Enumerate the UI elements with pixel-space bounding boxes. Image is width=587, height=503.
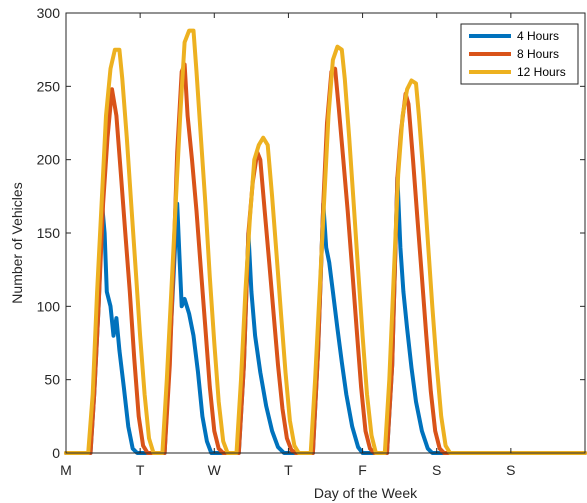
y-tick-label: 300 [37,5,61,21]
x-tick-label: M [60,462,72,478]
x-tick-label: S [432,462,441,478]
x-axis-label: Day of the Week [314,485,418,501]
series-line-12-hours [64,28,587,455]
x-tick-label: F [358,462,367,478]
legend-label: 8 Hours [517,47,559,61]
y-tick-label: 100 [37,298,61,314]
y-tick-label: 0 [52,445,60,461]
x-tick-label: W [208,462,222,478]
y-tick-label: 200 [37,152,61,168]
x-tick-label: S [506,462,515,478]
legend-label: 4 Hours [517,29,559,43]
y-tick-label: 150 [37,225,61,241]
y-tick-label: 50 [44,372,60,388]
x-tick-label: T [284,462,293,478]
y-axis-label: Number of Vehicles [9,182,25,303]
legend-label: 12 Hours [517,65,566,79]
y-tick-label: 250 [37,78,61,94]
x-tick-label: T [136,462,145,478]
